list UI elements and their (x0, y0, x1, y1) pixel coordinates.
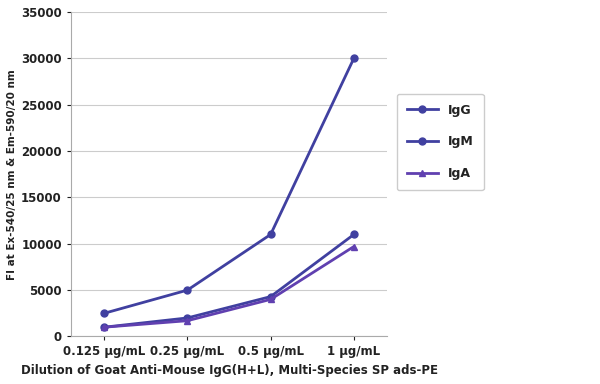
Legend: IgG, IgM, IgA: IgG, IgM, IgA (397, 94, 484, 190)
X-axis label: Dilution of Goat Anti-Mouse IgG(H+L), Multi-Species SP ads-PE: Dilution of Goat Anti-Mouse IgG(H+L), Mu… (20, 364, 437, 377)
Y-axis label: FI at Ex-540/25 nm & Em-590/20 nm: FI at Ex-540/25 nm & Em-590/20 nm (7, 69, 17, 280)
